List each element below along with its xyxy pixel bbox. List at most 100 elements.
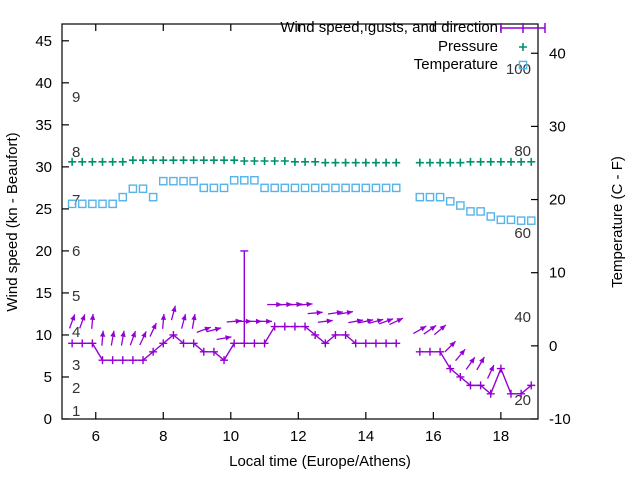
wind-speed-point <box>425 347 434 356</box>
wind-arrow-head <box>89 313 96 321</box>
wind-speed-point <box>98 356 107 365</box>
wind-arrow-head <box>376 318 384 324</box>
wind-arrow-head <box>386 318 394 324</box>
wind-speed-point <box>382 339 391 348</box>
temperature-point <box>456 201 465 210</box>
wind-arrow-head <box>141 331 147 338</box>
temperature-point <box>496 215 506 225</box>
wind-arrow-head <box>130 331 136 338</box>
x-tick-label: 6 <box>92 428 100 445</box>
temperature-point <box>300 183 310 193</box>
y-axis-title: Wind speed (kn - Beaufort) <box>4 132 21 311</box>
wind-speed-point <box>220 356 229 365</box>
wind-speed-point <box>436 347 445 356</box>
wind-speed-point <box>311 330 320 339</box>
temperature-point <box>88 199 97 209</box>
wind-arrow-head <box>191 313 197 321</box>
pressure-point <box>351 158 360 167</box>
temperature-point <box>415 192 425 202</box>
y-tick-label: 25 <box>35 201 52 218</box>
wind-speed-point <box>260 339 269 348</box>
temperature-point <box>219 183 229 193</box>
y-tick-label: 30 <box>35 159 52 176</box>
wind-arrow-head <box>469 357 475 364</box>
wind-arrow-head <box>488 364 494 372</box>
temperature-point <box>486 212 496 221</box>
pressure-point <box>321 158 330 167</box>
wind-speed-point <box>466 381 475 390</box>
pressure-point <box>78 157 87 166</box>
pressure-point <box>415 158 424 167</box>
pressure-point <box>68 157 77 166</box>
wind-speed-point <box>496 364 505 373</box>
y2-tick-label: 10 <box>549 265 566 282</box>
temperature-point <box>98 199 107 209</box>
wind-arrow-head <box>366 318 374 324</box>
pressure-point <box>436 158 445 167</box>
pressure-point <box>149 156 158 165</box>
x-tick-label: 12 <box>290 428 307 445</box>
pressure-point <box>199 156 208 165</box>
temperature-point <box>391 183 401 193</box>
wind-arrow-head <box>100 330 106 337</box>
pressure-point <box>98 157 107 166</box>
pressure-point <box>280 156 289 165</box>
temperature-point <box>67 199 77 209</box>
wind-speed-point <box>527 381 536 390</box>
fahrenheit-label: 20 <box>514 392 531 409</box>
wind-speed-point <box>331 330 340 339</box>
beaufort-label: 6 <box>72 243 80 260</box>
wind-arrow-head <box>306 301 313 308</box>
pressure-point <box>496 157 505 166</box>
temperature-series <box>67 176 536 225</box>
pressure-point <box>301 157 310 166</box>
pressure-point <box>108 157 117 166</box>
wind-arrow-head <box>204 326 211 332</box>
y-tick-label: 0 <box>44 411 52 428</box>
beaufort-label: 3 <box>72 357 80 374</box>
wind-arrow-head <box>316 310 323 316</box>
beaufort-label: 5 <box>72 288 80 305</box>
wind-arrow-head <box>160 313 167 321</box>
wind-speed-series <box>68 250 536 398</box>
wind-arrow-head <box>120 330 126 338</box>
temperature-point <box>466 207 475 216</box>
pressure-series <box>68 156 536 167</box>
y2-tick-label: 40 <box>549 45 566 62</box>
pressure-point <box>118 157 127 166</box>
x-axis-title: Local time (Europe/Athens) <box>229 453 411 470</box>
wind-speed-point <box>392 339 401 348</box>
temperature-point <box>381 183 391 193</box>
wind-arrow-head <box>214 326 222 332</box>
wind-speed-point <box>209 347 218 356</box>
pressure-point <box>392 158 401 167</box>
temperature-point <box>331 183 340 193</box>
temperature-point <box>158 176 168 186</box>
y2-tick-label: -10 <box>549 411 571 428</box>
temperature-point <box>270 183 279 193</box>
wind-speed-point <box>78 339 87 348</box>
y2-tick-label: 0 <box>549 338 557 355</box>
beaufort-label: 8 <box>72 144 80 161</box>
x-tick-label: 8 <box>159 428 167 445</box>
pressure-point <box>506 157 515 166</box>
temperature-point <box>138 184 148 194</box>
y2-axis-title: Temperature (C - F) <box>609 156 626 288</box>
temperature-point <box>189 176 198 186</box>
pressure-point <box>446 158 455 167</box>
temperature-point <box>250 176 259 185</box>
wind-speed-point <box>179 339 188 348</box>
fahrenheit-label: 60 <box>514 225 531 242</box>
wind-speed-point <box>486 389 495 398</box>
temperature-point <box>290 183 300 193</box>
beaufort-label: 2 <box>72 380 80 397</box>
beaufort-label: 1 <box>72 403 80 420</box>
wind-speed-point <box>68 339 77 348</box>
wind-speed-point <box>230 339 239 348</box>
temperature-point <box>280 183 290 193</box>
wind-arrow-head <box>429 325 437 332</box>
wind-speed-point <box>280 322 289 331</box>
x-tick-label: 18 <box>493 428 510 445</box>
